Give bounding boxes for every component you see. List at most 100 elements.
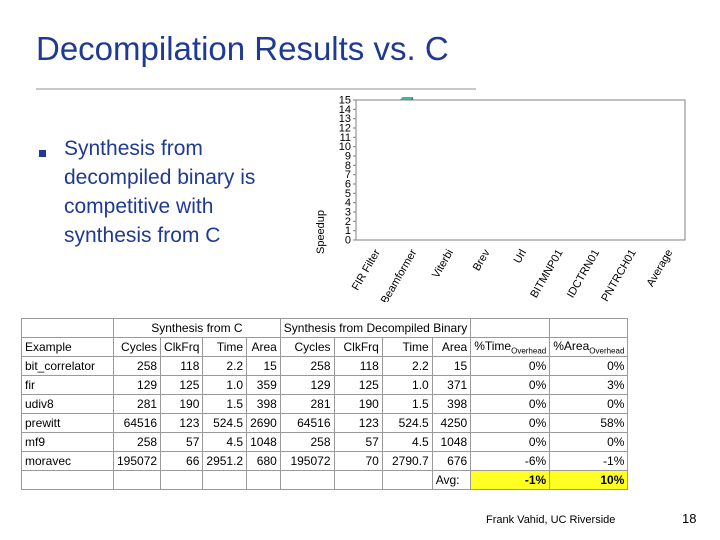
slide-title: Decompilation Results vs. C: [36, 30, 449, 67]
table-row: moravec 195072 66 2951.2 680 195072 70 2…: [21, 451, 629, 471]
table-cell: 0%: [470, 375, 551, 395]
y-tick-label: 0: [345, 235, 351, 247]
table-cell: 57: [160, 432, 204, 452]
table-cell: 15: [431, 356, 472, 376]
table-row: mf9 258 57 4.5 1048 258 57 4.5 1048 0% 0…: [21, 432, 629, 452]
table-cell: [202, 470, 248, 490]
table-cell: bit_correlator: [21, 356, 114, 376]
table-cell: 258: [112, 432, 162, 452]
table-cell: 1.0: [381, 375, 433, 395]
average-label: Avg:: [431, 470, 472, 490]
plot-area: [355, 99, 686, 241]
table-cell: [246, 470, 281, 490]
table-cell: moravec: [21, 451, 114, 471]
bullet-text: Synthesis from decompiled binary is comp…: [64, 137, 256, 247]
y-tick-label: 12: [339, 123, 351, 135]
group-header-from-binary: Synthesis from Decompiled Binary: [279, 318, 472, 338]
table-cell: 0%: [549, 432, 629, 452]
column-header-area-overhead: %AreaOverhead: [549, 337, 629, 357]
table-cell: 0%: [549, 356, 629, 376]
y-tick-label: 11: [340, 132, 351, 144]
y-axis-label: Speedup: [315, 210, 327, 254]
table-cell: 66: [160, 451, 204, 471]
table-cell: [333, 470, 383, 490]
table-cell: [279, 470, 335, 490]
x-tick-label: IDCTRN01: [565, 248, 602, 301]
header-sub: Overhead: [511, 346, 547, 356]
table-row: prewitt 64516 123 524.5 2690 64516 123 5…: [21, 413, 629, 433]
table-cell: 2951.2: [202, 451, 248, 471]
table-cell: 2.2: [202, 356, 248, 376]
footer-credit: Frank Vahid, UC Riverside: [486, 514, 616, 526]
y-tick-label: 8: [345, 160, 351, 172]
column-header-time-overhead: %TimeOverhead: [470, 337, 551, 357]
x-tick-label: Average: [645, 248, 676, 289]
table-cell: [160, 470, 204, 490]
bar-top: [399, 97, 414, 100]
table-cell: 70: [333, 451, 383, 471]
table-cell: udiv8: [21, 394, 114, 414]
table-cell: 0%: [549, 394, 629, 414]
y-tick-label: 3: [345, 207, 351, 219]
column-header: Example: [21, 337, 114, 357]
column-header: Cycles: [112, 337, 162, 357]
average-time-overhead: -1%: [470, 470, 551, 490]
table-cell: 1048: [431, 432, 472, 452]
table-cell: [112, 470, 162, 490]
table-cell: 123: [333, 413, 383, 433]
x-tick-label: PNTRCH01: [599, 248, 638, 303]
table-cell: 57: [333, 432, 383, 452]
y-tick-label: 4: [345, 197, 351, 209]
table-cell: 371: [431, 375, 472, 395]
table-row: udiv8 281 190 1.5 398 281 190 1.5 398 0%…: [21, 394, 629, 414]
x-tick-label: Viterbi: [430, 248, 456, 281]
table-cell: 281: [279, 394, 335, 414]
table-cell: 258: [279, 356, 335, 376]
table-cell: 676: [431, 451, 472, 471]
header-sub: Overhead: [589, 346, 625, 356]
table-cell: 524.5: [202, 413, 248, 433]
header-main: %Area: [553, 338, 590, 353]
column-header: ClkFrq: [333, 337, 383, 357]
table-cell: 0%: [470, 356, 551, 376]
table-cell: 4.5: [202, 432, 248, 452]
table-cell: 398: [431, 394, 472, 414]
y-tick-label: 2: [345, 216, 351, 228]
table-cell: 398: [246, 394, 281, 414]
table-cell: 195072: [279, 451, 335, 471]
x-tick-label: FIR Filter: [350, 247, 383, 292]
column-header: Cycles: [279, 337, 335, 357]
table-cell: 2690: [246, 413, 281, 433]
table-cell: 4.5: [381, 432, 433, 452]
y-tick-label: 13: [339, 113, 351, 125]
table-row: fir 129 125 1.0 359 129 125 1.0 371 0% 3…: [21, 375, 629, 395]
table-cell: [21, 318, 114, 338]
y-tick-label: 6: [345, 179, 351, 191]
table-cell: prewitt: [21, 413, 114, 433]
y-tick-label: 7: [345, 169, 351, 181]
table-cell: 2.2: [381, 356, 433, 376]
table-cell: fir: [21, 375, 114, 395]
table-cell: [381, 470, 433, 490]
table-cell: 195072: [112, 451, 162, 471]
table-cell: 118: [333, 356, 383, 376]
y-tick-label: 9: [345, 151, 351, 163]
table-cell: 123: [160, 413, 204, 433]
table-average-row: Avg: -1% 10%: [21, 470, 629, 490]
table-cell: 0%: [470, 394, 551, 414]
header-main: %Time: [474, 338, 512, 353]
table-cell: [21, 470, 114, 490]
table-cell: 0%: [470, 413, 551, 433]
square-bullet-icon: [39, 150, 46, 157]
group-header-from-c: Synthesis from C: [113, 318, 281, 338]
y-tick-label: 14: [339, 104, 351, 116]
table-cell: 1.0: [202, 375, 248, 395]
table-cell: 359: [246, 375, 281, 395]
table-cell: 1.5: [381, 394, 433, 414]
column-header: Time: [381, 337, 433, 357]
average-area-overhead: 10%: [549, 470, 629, 490]
table-cell: 0%: [470, 432, 551, 452]
table-cell: 524.5: [381, 413, 433, 433]
y-tick-label: 10: [339, 141, 351, 153]
